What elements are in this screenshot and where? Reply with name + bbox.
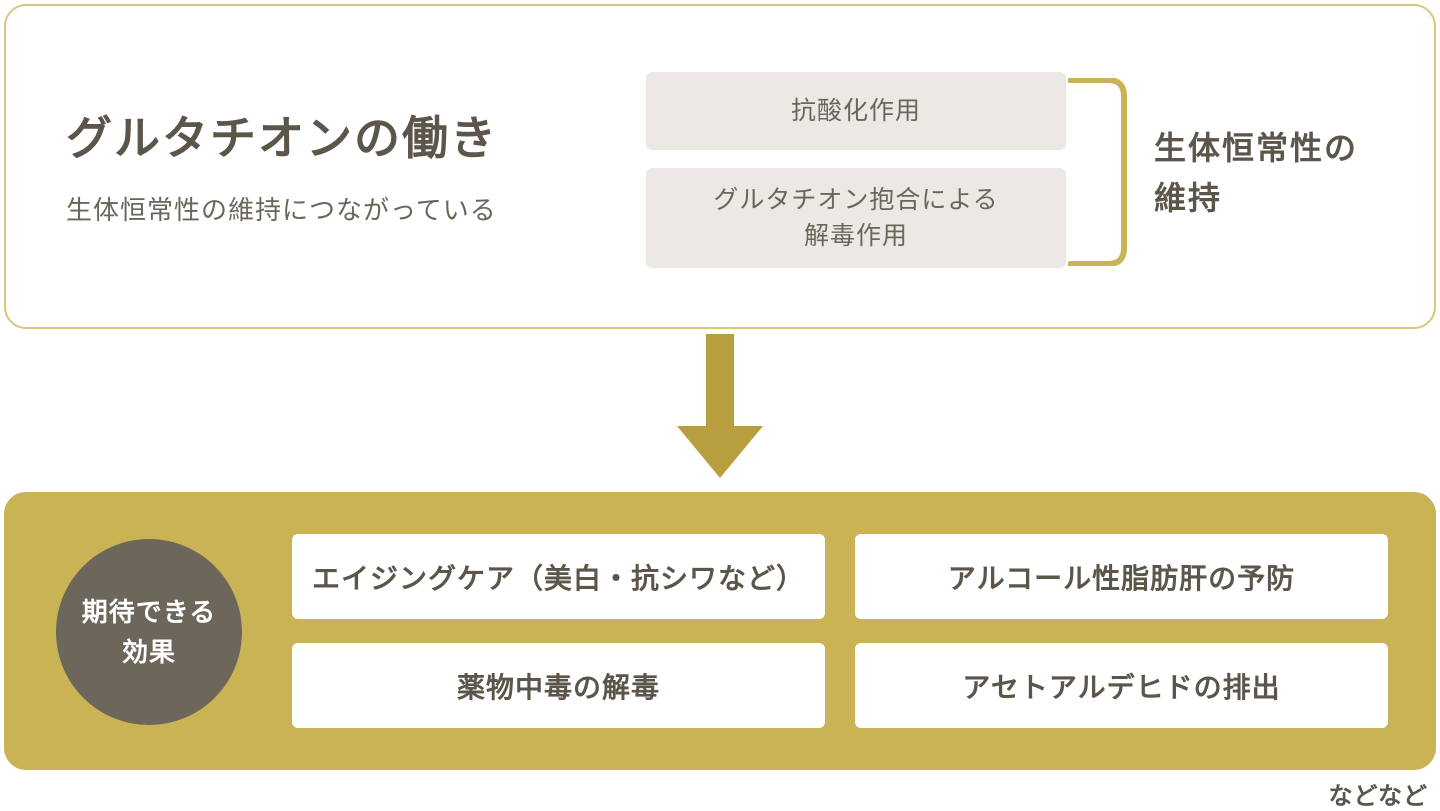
effects-grid: エイジングケア（美白・抗シワなど） アルコール性脂肪肝の予防 薬物中毒の解毒 ア… bbox=[292, 534, 1388, 728]
infographic-canvas: グルタチオンの働き 生体恒常性の維持につながっている 抗酸化作用 グルタチオン抱… bbox=[0, 0, 1440, 804]
top-title: グルタチオンの働き bbox=[66, 111, 586, 166]
bracket-icon bbox=[1068, 78, 1130, 266]
effect-box-2: アルコール性脂肪肝の予防 bbox=[855, 534, 1388, 619]
top-panel: グルタチオンの働き 生体恒常性の維持につながっている 抗酸化作用 グルタチオン抱… bbox=[4, 4, 1436, 329]
effect-box-3: 薬物中毒の解毒 bbox=[292, 643, 825, 728]
effect-box-1: エイジングケア（美白・抗シワなど） bbox=[292, 534, 825, 619]
top-left-text: グルタチオンの働き 生体恒常性の維持につながっている bbox=[66, 111, 586, 227]
function-box-2: グルタチオン抱合による解毒作用 bbox=[646, 168, 1066, 268]
down-arrow-icon bbox=[0, 334, 1440, 480]
footnote: などなど bbox=[1328, 776, 1428, 811]
effect-box-4: アセトアルデヒドの排出 bbox=[855, 643, 1388, 728]
function-box-1: 抗酸化作用 bbox=[646, 72, 1066, 150]
top-subtitle: 生体恒常性の維持につながっている bbox=[66, 190, 586, 227]
homeostasis-label: 生体恒常性の維持 bbox=[1154, 124, 1394, 223]
function-boxes: 抗酸化作用 グルタチオン抱合による解毒作用 bbox=[646, 72, 1066, 268]
effects-panel: 期待できる効果 エイジングケア（美白・抗シワなど） アルコール性脂肪肝の予防 薬… bbox=[4, 492, 1436, 770]
effects-circle-label: 期待できる効果 bbox=[56, 539, 242, 725]
